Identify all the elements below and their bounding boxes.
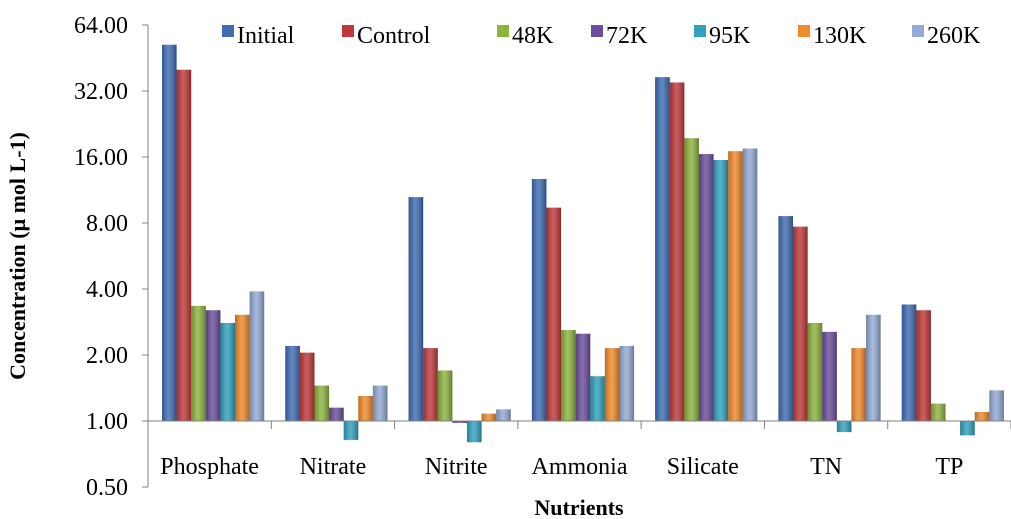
- y-tick-label: 1.00: [86, 409, 128, 435]
- bar-shading: [822, 331, 837, 421]
- bar-shading: [235, 314, 250, 421]
- bar-shading: [220, 322, 235, 421]
- legend-label: 130K: [813, 23, 867, 49]
- bar-shading: [698, 154, 714, 421]
- y-axis-ticks: 0.50 1.00 2.00 4.00 8.00 16.00 32.00 64.00: [74, 13, 128, 501]
- bar-shading: [901, 304, 917, 421]
- bar-shading: [669, 82, 685, 422]
- x-category-label: Ammonia: [532, 454, 628, 480]
- legend-swatch: [694, 25, 706, 37]
- bar-shading: [205, 310, 221, 421]
- legend-label: 260K: [927, 23, 981, 49]
- bar-shading: [249, 291, 265, 421]
- bar-shading: [590, 376, 605, 421]
- bar-shading: [466, 421, 482, 443]
- y-tick-label: 4.00: [86, 277, 128, 303]
- bar-shading: [496, 409, 511, 421]
- legend-swatch: [798, 25, 810, 37]
- bar-shading: [742, 148, 758, 421]
- bar-shading: [358, 396, 373, 421]
- bar-shading: [561, 330, 576, 421]
- bar-shading: [989, 390, 1004, 421]
- bar-shading: [191, 305, 206, 421]
- y-tick-label: 2.00: [86, 343, 128, 369]
- legend-swatch: [497, 25, 509, 37]
- bar-shading: [408, 197, 424, 421]
- y-axis-title: Concentration (μ mol L-1): [5, 132, 30, 380]
- bar-shading: [423, 348, 438, 421]
- bar-shading: [285, 345, 300, 421]
- y-tick-label: 16.00: [74, 145, 128, 171]
- bar-shading: [619, 345, 635, 421]
- bar-shading: [314, 385, 330, 421]
- bar-shading: [329, 407, 344, 421]
- bar-shading: [176, 69, 192, 421]
- legend-label: 72K: [606, 23, 648, 49]
- x-category-label: Nitrite: [425, 454, 488, 480]
- bars: [162, 44, 1004, 443]
- y-tick-label: 64.00: [74, 13, 128, 39]
- bar-shading: [778, 216, 794, 421]
- bar-shading: [604, 348, 620, 421]
- bar-shading: [793, 226, 808, 421]
- x-category-label: Phosphate: [160, 454, 259, 480]
- bar-shading: [684, 138, 699, 421]
- legend-label: 48K: [512, 23, 554, 49]
- legend-label: 95K: [709, 23, 751, 49]
- y-tick-label: 8.00: [86, 211, 128, 237]
- bar-shading: [372, 385, 388, 421]
- axes: [142, 24, 1011, 488]
- x-axis-category-labels: Phosphate Nitrate Nitrite Ammonia Silicate TN…: [160, 454, 963, 480]
- bar-shading: [930, 403, 946, 421]
- bar-shading: [851, 348, 867, 421]
- y-tick-label: 0.50: [86, 475, 128, 501]
- legend-label: Control: [357, 23, 431, 49]
- y-tick-label: 32.00: [74, 79, 128, 105]
- bar-shading: [481, 413, 497, 421]
- legend-label: Initial: [237, 23, 295, 49]
- bar-shading: [531, 178, 547, 421]
- x-category-label: Silicate: [667, 454, 739, 480]
- bar-shading: [866, 314, 881, 421]
- bar-shading: [655, 77, 670, 421]
- legend-swatch: [912, 25, 924, 37]
- bar-shading: [575, 333, 591, 421]
- legend-swatch: [342, 25, 354, 37]
- bar-shading: [807, 322, 823, 421]
- legend: Initial Control 48K 72K 95K 130K 260K: [222, 23, 981, 49]
- x-category-label: Nitrate: [300, 454, 367, 480]
- legend-swatch: [222, 25, 234, 37]
- x-axis-title: Nutrients: [534, 495, 624, 519]
- bar-shading: [162, 44, 177, 422]
- bar-shading: [728, 151, 743, 421]
- bar-shading: [974, 411, 990, 421]
- legend-swatch: [591, 25, 603, 37]
- x-category-label: TN: [810, 454, 842, 480]
- bar-shading: [299, 352, 315, 421]
- bar-shading: [960, 421, 975, 436]
- bar-shading: [343, 421, 359, 440]
- bar-shading: [713, 160, 729, 421]
- bar-shading: [836, 421, 852, 433]
- bar-shading: [916, 310, 931, 421]
- x-category-label: TP: [935, 454, 963, 480]
- bar-shading: [437, 370, 453, 421]
- bar-shading: [546, 207, 562, 421]
- bar-shading: [452, 421, 467, 423]
